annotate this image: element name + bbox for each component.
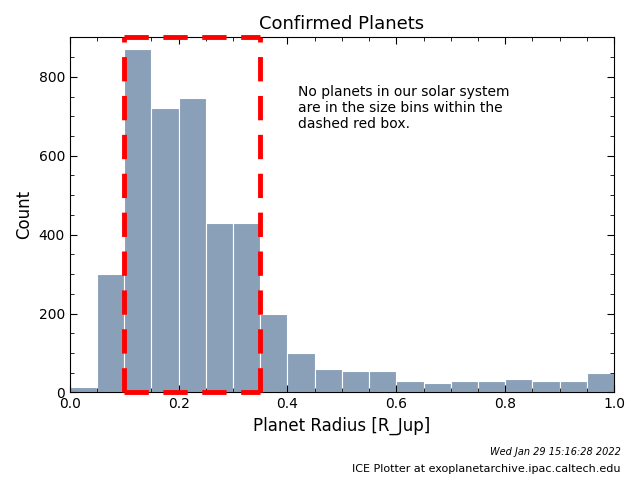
Bar <box>70 387 97 393</box>
Bar <box>124 49 152 393</box>
Bar <box>587 373 614 393</box>
Text: ICE Plotter at exoplanetarchive.ipac.caltech.edu: ICE Plotter at exoplanetarchive.ipac.cal… <box>352 464 621 474</box>
Bar <box>369 371 396 393</box>
Bar <box>206 223 233 393</box>
Bar <box>315 369 342 393</box>
Bar <box>233 223 260 393</box>
Bar <box>505 378 532 393</box>
Bar <box>424 382 451 393</box>
Bar <box>396 380 424 393</box>
Title: Confirmed Planets: Confirmed Planets <box>259 15 424 33</box>
Bar <box>451 380 478 393</box>
Bar <box>287 353 315 393</box>
Bar <box>97 274 124 393</box>
Bar <box>532 380 559 393</box>
Bar <box>559 380 587 393</box>
Text: No planets in our solar system
are in the size bins within the
dashed red box.: No planets in our solar system are in th… <box>298 85 510 131</box>
Text: Wed Jan 29 15:16:28 2022: Wed Jan 29 15:16:28 2022 <box>490 447 621 457</box>
Bar <box>478 380 505 393</box>
Bar <box>342 371 369 393</box>
Bar <box>179 98 206 393</box>
X-axis label: Planet Radius [R_Jup]: Planet Radius [R_Jup] <box>253 417 431 435</box>
Y-axis label: Count: Count <box>15 190 33 240</box>
Bar <box>260 314 287 393</box>
Bar <box>152 108 179 393</box>
